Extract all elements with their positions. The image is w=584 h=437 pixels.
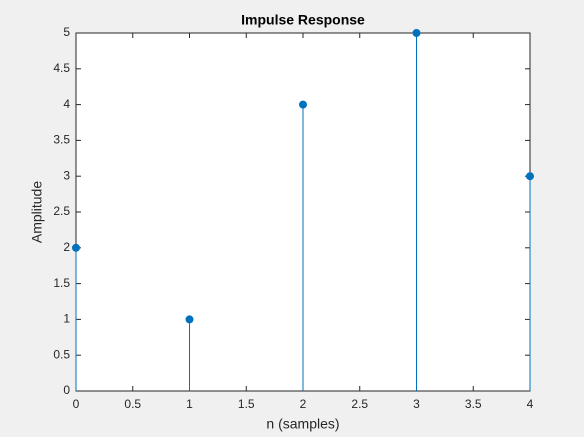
- y-tick-label: 2: [63, 240, 70, 254]
- x-axis-label: n (samples): [266, 416, 339, 432]
- chart-title: Impulse Response: [241, 12, 365, 28]
- y-tick-label: 0: [63, 383, 70, 397]
- y-tick-label: 0.5: [53, 347, 70, 361]
- y-tick-label: 3: [63, 168, 70, 182]
- stem-marker: [299, 100, 307, 109]
- y-tick-label: 3.5: [53, 133, 70, 147]
- x-tick-label: 0.5: [124, 397, 141, 411]
- y-tick-label: 1: [63, 312, 70, 326]
- y-tick-label: 5: [63, 25, 70, 39]
- stem-marker: [526, 172, 534, 181]
- y-tick-label: 4.5: [53, 61, 70, 75]
- y-axis-label: Amplitude: [29, 181, 45, 243]
- x-tick-label: 1: [186, 397, 193, 411]
- x-tick-label: 2: [300, 397, 307, 411]
- stem-marker: [72, 243, 80, 252]
- y-tick-label: 1.5: [53, 276, 70, 290]
- x-tick-label: 3.5: [465, 397, 482, 411]
- x-tick-label: 2.5: [351, 397, 368, 411]
- x-tick-label: 0: [73, 397, 80, 411]
- y-tick-label: 2.5: [53, 204, 70, 218]
- x-tick-label: 3: [413, 397, 420, 411]
- stem-marker: [185, 315, 194, 324]
- x-tick-label: 4: [527, 397, 534, 411]
- y-tick-label: 4: [63, 97, 70, 111]
- stem-marker: [412, 29, 421, 37]
- x-tick-label: 1.5: [238, 397, 255, 411]
